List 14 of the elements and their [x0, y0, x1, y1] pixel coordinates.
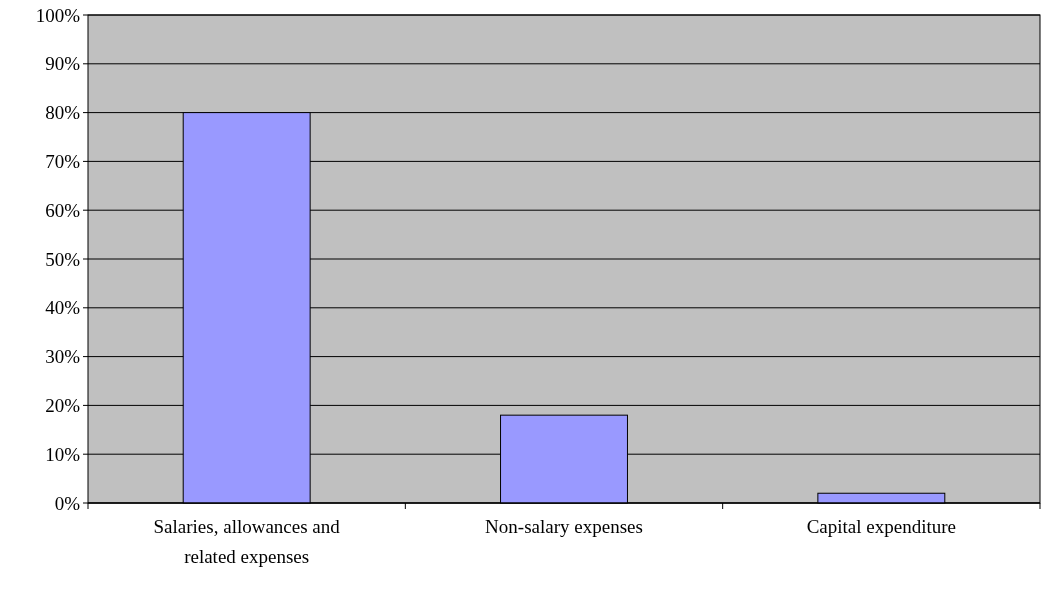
y-tick-label: 60% [45, 199, 81, 221]
y-tick-label: 50% [45, 248, 81, 270]
x-tick-label: Capital expenditure [806, 516, 956, 537]
y-tick-label: 30% [45, 346, 81, 368]
x-tick-label: Non-salary expenses [485, 516, 643, 537]
x-tick-label: Salaries, allowances and related expenses [153, 516, 341, 567]
y-tick-label: 100% [35, 4, 81, 26]
y-tick-label: 0% [54, 492, 81, 514]
y-tick-label: 10% [45, 443, 81, 465]
y-tick-label: 70% [45, 151, 81, 173]
y-tick-label: 90% [45, 53, 81, 75]
y-tick-label: 40% [45, 297, 81, 319]
y-tick-label: 80% [45, 102, 81, 124]
y-tick-label: 20% [45, 395, 81, 417]
